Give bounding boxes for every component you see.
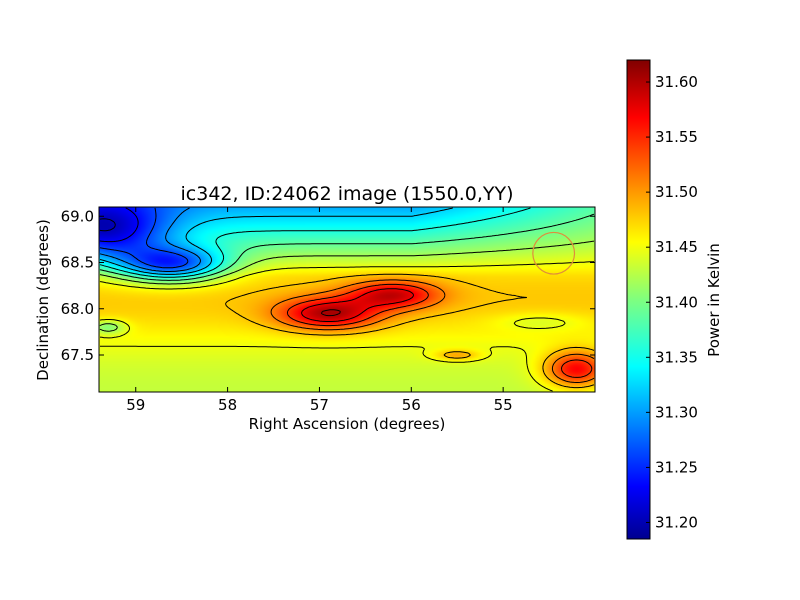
x-tick-label: 55 <box>494 396 513 414</box>
y-axis-label: Declination (degrees) <box>34 219 52 381</box>
colorbar-ticks: 31.20 31.25 31.30 31.35 31.40 31.45 31.50 31.55… <box>646 73 698 531</box>
x-tick-label: 57 <box>310 396 329 414</box>
plot-frame <box>98 206 596 393</box>
y-tick-label: 68.0 <box>61 300 94 318</box>
colorbar: 31.20 31.25 31.30 31.35 31.40 31.45 31.50 31.55… <box>626 59 723 540</box>
contour-line <box>99 207 139 243</box>
contour-line <box>99 207 453 275</box>
colorbar-tick-label: 31.30 <box>655 403 698 421</box>
heatmap-image <box>99 207 595 392</box>
x-tick-label: 59 <box>126 396 145 414</box>
colorbar-tick-label: 31.25 <box>655 458 698 476</box>
x-axis-ticks: 59 58 57 56 55 <box>126 207 513 414</box>
contour-line <box>99 240 595 332</box>
y-tick-label: 68.5 <box>61 254 94 272</box>
contour-line <box>301 288 415 322</box>
contour-line <box>270 279 595 383</box>
x-axis-label: Right Ascension (degrees) <box>249 415 446 433</box>
colorbar-tick-label: 31.45 <box>655 238 698 256</box>
chart-title: ic342, ID:24062 image (1550.0,YY) <box>181 183 514 205</box>
contour-line <box>225 273 595 389</box>
colorbar-gradient <box>626 59 651 540</box>
colorbar-tick-label: 31.55 <box>655 128 698 146</box>
contour-line <box>99 207 189 269</box>
colorbar-tick-label: 31.60 <box>655 73 698 91</box>
contour-line <box>99 218 116 232</box>
contour-line <box>99 213 595 281</box>
x-tick-label: 56 <box>402 396 421 414</box>
y-axis-ticks: 67.5 68.0 68.5 69.0 <box>61 207 595 364</box>
contour-lines <box>99 207 595 392</box>
colorbar-tick-label: 31.40 <box>655 293 698 311</box>
heatmap-area <box>98 206 596 393</box>
contour-line <box>99 207 531 278</box>
y-tick-label: 69.0 <box>61 207 94 225</box>
beam-circle <box>532 231 576 275</box>
contour-line <box>320 309 341 317</box>
x-tick-label: 58 <box>218 396 237 414</box>
contour-line <box>99 261 595 392</box>
y-tick-label: 67.5 <box>61 346 94 364</box>
contour-line <box>99 207 201 272</box>
colorbar-tick-label: 31.20 <box>655 513 698 531</box>
colorbar-tick-label: 31.35 <box>655 348 698 366</box>
contour-line <box>286 283 593 378</box>
colorbar-label: Power in Kelvin <box>705 243 723 357</box>
colorbar-tick-label: 31.50 <box>655 183 698 201</box>
